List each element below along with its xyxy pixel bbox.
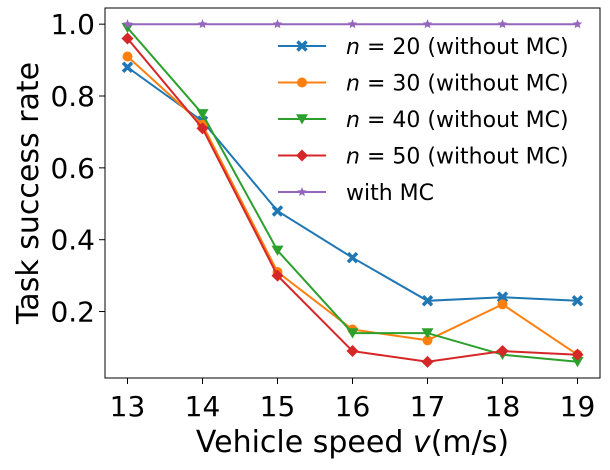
y-axis-title: Task success rate [11,62,46,325]
data-point [121,32,134,45]
data-point [121,61,134,74]
data-point [196,122,209,135]
x-tick-label: 13 [110,390,146,423]
legend-label: n = 30 (without MC) [346,72,569,97]
data-point [496,291,509,303]
series-4 [121,32,584,368]
x-tick-label: 19 [560,390,596,423]
y-tick-label: 0.4 [50,224,95,257]
legend-entry: n = 50 (without MC) [278,145,569,170]
legend-label: n = 40 (without MC) [346,108,569,133]
plot-area [121,19,584,368]
legend-label: with MC [346,181,434,206]
data-point [346,345,359,358]
legend-entry: n = 40 (without MC) [278,108,569,133]
legend-entry: n = 30 (without MC) [278,72,569,97]
data-point [497,19,508,29]
data-point [271,245,284,256]
data-point [346,251,359,264]
x-tick-label: 17 [410,390,446,423]
data-point [271,269,284,282]
legend-marker [296,114,308,125]
data-point [122,51,133,62]
legend-entry: n = 20 (without MC) [278,35,569,60]
data-point [496,345,509,358]
y-tick-label: 0.6 [50,152,95,185]
data-point [572,19,583,29]
data-point [347,19,358,29]
x-tick-label: 18 [485,390,521,423]
x-tick-label: 16 [335,390,371,423]
data-point [421,355,434,368]
legend-label: n = 20 (without MC) [346,35,569,60]
y-tick-label: 0.8 [50,80,95,113]
data-point [421,295,434,307]
data-point [571,295,584,307]
data-point [421,328,434,339]
legend-marker [297,187,307,197]
data-point [272,19,283,29]
data-point [122,19,133,29]
axes: 13 14 15 16 17 18 19 0.2 0.4 0.6 0.8 1.0 Vehicle spe… [11,7,601,460]
data-point [197,19,208,29]
data-point [422,19,433,29]
legend-marker [297,77,307,88]
data-point [497,299,508,310]
data-point [121,22,134,34]
data-point [271,205,284,217]
data-point [571,357,584,368]
x-tick-label: 15 [260,390,296,423]
data-point [422,335,433,346]
y-tick-label: 1.0 [50,8,95,41]
legend: n = 20 (without MC) n = 30 (without MC) n … [278,35,569,206]
legend-entry: with MC [278,181,434,206]
legend-marker [296,149,308,162]
data-point [571,348,584,361]
data-point [346,328,359,339]
data-point [196,109,209,120]
y-tick-label: 0.2 [50,296,95,329]
x-tick-label: 14 [185,390,221,423]
legend-label: n = 50 (without MC) [346,145,569,170]
x-axis-title: Vehicle speed v(m/s) [196,425,509,460]
legend-marker [296,40,308,52]
series-5 [122,19,583,29]
